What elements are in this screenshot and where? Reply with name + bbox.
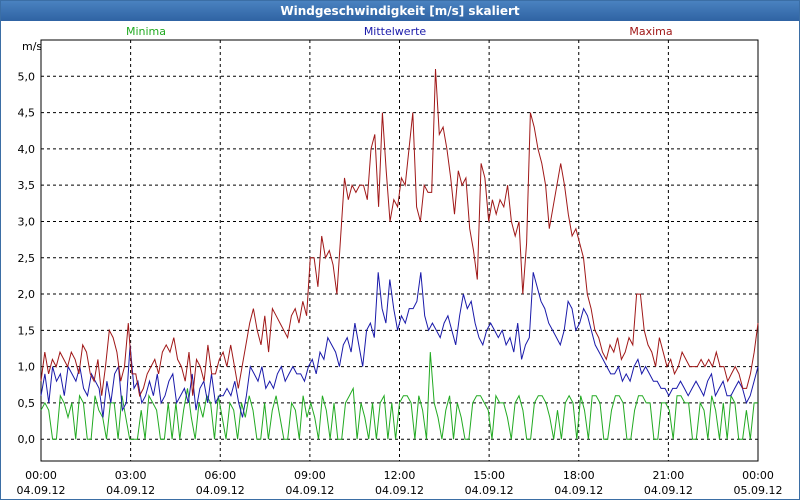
- y-tick-label: 0,5: [18, 397, 36, 410]
- legend-entry-minima: Minima: [126, 25, 166, 38]
- x-axis-ticks: 00:00 04.09.12 03:00 04.09.12 06:00 04.09.12 0…: [17, 469, 783, 497]
- x-tick-date: 04.09.12: [554, 484, 603, 497]
- x-tick-date: 04.09.12: [106, 484, 155, 497]
- x-tick-date: 04.09.12: [196, 484, 245, 497]
- y-tick-label: 3,0: [18, 215, 36, 228]
- window-title: Windgeschwindigkeit [m/s] skaliert: [1, 1, 799, 21]
- x-tick-time: 18:00: [563, 469, 595, 482]
- x-tick-date: 04.09.12: [285, 484, 334, 497]
- x-tick-time: 00:00: [742, 469, 774, 482]
- series-line-minima: [40, 352, 758, 440]
- x-tick-time: 03:00: [115, 469, 147, 482]
- x-tick-date: 04.09.12: [17, 484, 66, 497]
- y-tick-label: 4,5: [18, 107, 36, 120]
- series-lines: [40, 68, 759, 440]
- y-tick-label: 5,0: [18, 70, 36, 83]
- y-tick-label: 3,5: [18, 179, 36, 192]
- y-tick-label: 1,5: [18, 324, 36, 337]
- x-tick-date: 04.09.12: [644, 484, 693, 497]
- y-tick-label: 1,0: [18, 361, 36, 374]
- legend-entry-mittelwerte: Mittelwerte: [364, 25, 427, 38]
- plot-frame: [40, 39, 759, 462]
- x-tick-date: 04.09.12: [375, 484, 424, 497]
- x-tick-time: 15:00: [473, 469, 505, 482]
- y-axis-label: m/s: [22, 40, 42, 53]
- grid: [41, 40, 758, 461]
- series-line-mittelwerte: [40, 272, 759, 418]
- y-tick-label: 4,0: [18, 143, 36, 156]
- x-tick-date: 05.09.12: [734, 484, 783, 497]
- y-tick-label: 2,5: [18, 252, 36, 265]
- y-tick-label: 2,0: [18, 288, 36, 301]
- series-line-maxima: [40, 68, 759, 398]
- y-axis-ticks: 0,0 0,5 1,0 1,5 2,0 2,5 3,0 3,5 4,0 4,5 5,0: [18, 70, 36, 446]
- x-tick-time: 09:00: [294, 469, 326, 482]
- x-tick-time: 21:00: [653, 469, 685, 482]
- x-tick-time: 06:00: [204, 469, 236, 482]
- legend: Minima Mittelwerte Maxima: [126, 25, 673, 38]
- x-tick-time: 00:00: [25, 469, 57, 482]
- x-tick-time: 12:00: [384, 469, 416, 482]
- legend-entry-maxima: Maxima: [629, 25, 672, 38]
- x-tick-date: 04.09.12: [465, 484, 514, 497]
- y-tick-label: 0,0: [18, 433, 36, 446]
